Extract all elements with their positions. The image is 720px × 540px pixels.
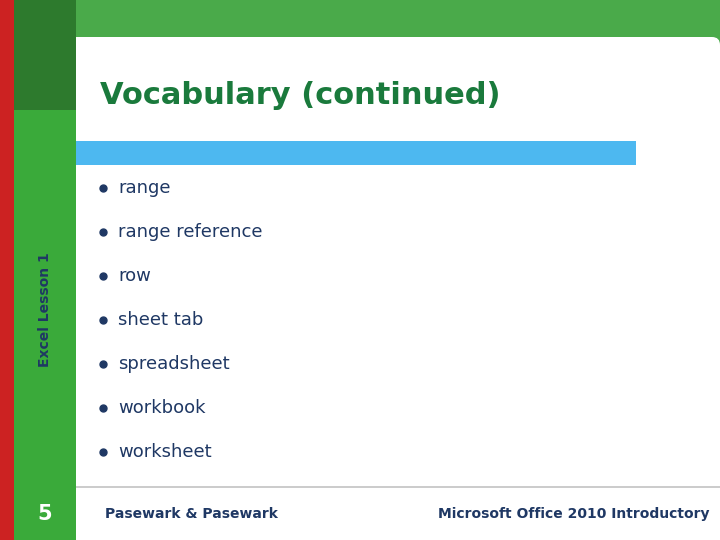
- Bar: [76, 488, 720, 540]
- Text: spreadsheet: spreadsheet: [118, 355, 230, 373]
- Bar: [76, 141, 636, 165]
- Text: range: range: [118, 179, 171, 197]
- Text: Pasewark & Pasewark: Pasewark & Pasewark: [105, 507, 278, 521]
- Bar: [0, 0, 14, 540]
- Text: sheet tab: sheet tab: [118, 311, 203, 329]
- Text: Microsoft Office 2010 Introductory: Microsoft Office 2010 Introductory: [438, 507, 710, 521]
- Text: worksheet: worksheet: [118, 443, 212, 461]
- FancyBboxPatch shape: [68, 37, 720, 498]
- Bar: [14, 488, 76, 540]
- Text: Vocabulary (continued): Vocabulary (continued): [100, 80, 500, 110]
- Bar: [76, 486, 720, 488]
- Text: workbook: workbook: [118, 399, 205, 417]
- Text: row: row: [118, 267, 151, 285]
- Bar: [14, 0, 76, 110]
- Bar: [14, 0, 76, 540]
- Text: 5: 5: [37, 504, 53, 524]
- Text: Excel Lesson 1: Excel Lesson 1: [38, 253, 52, 367]
- Bar: [14, 488, 76, 540]
- Text: range reference: range reference: [118, 223, 263, 241]
